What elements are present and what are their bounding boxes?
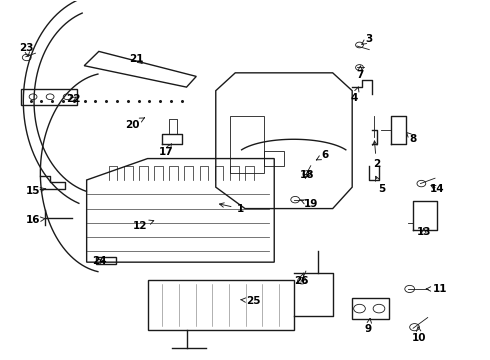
Text: 2: 2 — [373, 141, 380, 169]
Text: 11: 11 — [426, 284, 447, 294]
Text: 17: 17 — [159, 144, 173, 157]
Text: 14: 14 — [430, 184, 445, 194]
Text: 18: 18 — [299, 170, 314, 180]
Text: 25: 25 — [241, 296, 261, 306]
Text: 9: 9 — [365, 318, 372, 334]
Text: 12: 12 — [133, 220, 154, 231]
Text: 1: 1 — [220, 203, 244, 213]
Text: 21: 21 — [129, 54, 144, 64]
Text: 16: 16 — [26, 215, 46, 225]
Text: 26: 26 — [294, 273, 308, 286]
Text: 7: 7 — [356, 66, 364, 80]
Text: 3: 3 — [362, 34, 373, 44]
Text: 8: 8 — [406, 132, 416, 144]
Text: 23: 23 — [20, 43, 34, 57]
Text: 5: 5 — [375, 176, 385, 194]
Text: 6: 6 — [317, 150, 329, 160]
Text: 10: 10 — [412, 327, 427, 343]
Text: 20: 20 — [125, 118, 145, 130]
Text: 4: 4 — [351, 87, 359, 103]
Text: 15: 15 — [26, 186, 46, 197]
Text: 22: 22 — [66, 94, 81, 104]
Text: 19: 19 — [301, 199, 318, 209]
Text: 13: 13 — [416, 227, 431, 237]
Text: 24: 24 — [93, 256, 107, 266]
